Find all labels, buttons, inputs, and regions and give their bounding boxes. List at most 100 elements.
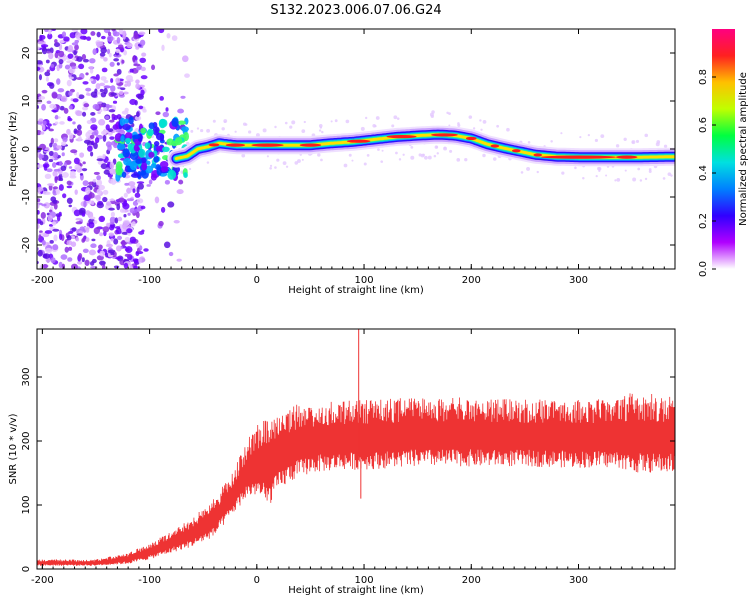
noise-blob: [107, 35, 114, 43]
cluster-blob: [159, 118, 168, 128]
scatter-dot: [639, 179, 643, 182]
cluster-blob: [121, 171, 127, 178]
noise-blob: [111, 29, 116, 32]
noise-blob: [127, 212, 131, 216]
ridge-core: [465, 136, 477, 141]
noise-blob: [74, 189, 78, 195]
colorbar-ticks: 0.0 0.2 0.4 0.6 0.8: [698, 69, 716, 277]
scatter-dot: [656, 140, 661, 144]
noise-blob: [101, 67, 108, 73]
noise-blob: [68, 105, 73, 110]
noise-blob: [161, 44, 165, 51]
scatter-dot: [443, 146, 446, 149]
noise-blob: [44, 230, 53, 234]
noise-blob: [76, 56, 83, 62]
ridge-core: [225, 143, 246, 147]
noise-blob: [138, 31, 146, 36]
noise-blob: [105, 243, 114, 248]
scatter-dot: [631, 140, 636, 145]
noise-blob: [122, 222, 128, 230]
scatter-dot: [206, 161, 210, 164]
noise-blob: [124, 253, 130, 257]
scatter-dot: [614, 179, 617, 182]
noise-blob: [40, 44, 49, 48]
noise-blob: [62, 193, 67, 199]
noise-blob: [108, 132, 113, 136]
noise-blob: [40, 154, 45, 159]
noise-blob: [57, 88, 65, 93]
noise-blob: [58, 62, 63, 69]
scatter-dot: [301, 158, 304, 161]
noise-blob: [54, 176, 58, 184]
noise-blob: [37, 203, 40, 209]
noise-blob: [178, 179, 184, 185]
noise-blob: [126, 42, 133, 49]
noise-blob: [100, 76, 107, 81]
ridge-core: [616, 155, 638, 159]
noise-blob: [92, 178, 97, 183]
noise-blob: [90, 243, 97, 248]
noise-blob: [103, 57, 108, 62]
y-tick-label: -10: [21, 189, 32, 205]
noise-blob: [102, 107, 107, 112]
noise-blob: [154, 196, 160, 204]
noise-blob: [39, 221, 44, 226]
noise-blob: [48, 52, 54, 60]
noise-blob: [180, 95, 186, 99]
cluster-blob: [183, 172, 188, 179]
cluster-blob: [150, 173, 157, 181]
noise-blob: [61, 152, 65, 157]
scatter-dot: [334, 119, 338, 123]
noise-blob: [155, 111, 161, 116]
noise-blob: [50, 64, 55, 68]
noise-blob: [44, 71, 51, 77]
cluster-blob: [153, 141, 160, 147]
x-tick-label: -100: [138, 575, 161, 586]
noise-blob: [37, 210, 40, 215]
scatter-dot: [624, 169, 627, 172]
noise-blob: [109, 168, 115, 175]
noise-blob: [116, 68, 122, 75]
scatter-dot: [196, 127, 200, 130]
scatter-dot: [188, 167, 192, 171]
scatter-dot: [457, 123, 461, 127]
x-tick-label: 100: [354, 275, 373, 286]
noise-blob: [92, 48, 97, 56]
noise-blob: [140, 75, 148, 80]
scatter-dot: [623, 137, 627, 141]
noise-blob: [135, 83, 140, 90]
noise-blob: [45, 76, 49, 82]
noise-blob: [40, 131, 45, 135]
noise-blob: [87, 145, 93, 152]
noise-blob: [123, 50, 128, 56]
scatter-dot: [560, 132, 563, 135]
y-tick-label: 200: [21, 431, 32, 450]
noise-blob: [71, 42, 79, 46]
ridge-core: [431, 133, 458, 137]
noise-blob: [89, 67, 94, 74]
noise-blob: [38, 74, 43, 81]
noise-blob: [142, 108, 147, 113]
noise-blob: [52, 199, 58, 204]
scatter-dot: [274, 125, 277, 129]
noise-blob: [121, 231, 129, 235]
noise-blob: [102, 130, 109, 134]
noise-blob: [38, 118, 44, 122]
snr-y-axis-label: SNR (10 * v/v): [8, 413, 19, 484]
scatter-dot: [433, 154, 437, 158]
noise-blob: [79, 35, 87, 40]
noise-blob: [103, 87, 108, 95]
noise-blob: [42, 253, 50, 259]
noise-blob: [93, 195, 101, 199]
noise-blob: [85, 210, 91, 216]
noise-blob: [107, 249, 116, 253]
noise-blob: [139, 245, 143, 251]
noise-blob: [73, 50, 77, 56]
scatter-dot: [410, 155, 415, 160]
scatter-dot: [526, 166, 531, 171]
x-tick-label: -200: [31, 275, 54, 286]
scatter-dot: [479, 119, 482, 122]
noise-blob: [139, 39, 146, 46]
ridge-core: [540, 155, 617, 159]
scatter-dot: [464, 158, 468, 162]
